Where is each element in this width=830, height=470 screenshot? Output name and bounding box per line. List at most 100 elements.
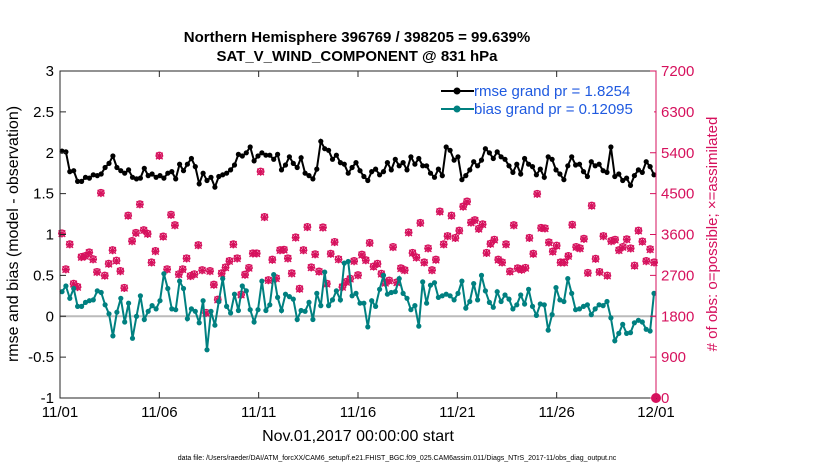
rmse-point xyxy=(380,169,387,175)
rmse-point xyxy=(365,177,371,184)
obs-assimilated-point xyxy=(280,246,288,254)
rmse-point xyxy=(310,176,316,182)
rmse-point xyxy=(416,155,422,162)
rmse-point xyxy=(129,174,136,180)
obs-assimilated-point xyxy=(163,265,172,274)
rmse-point xyxy=(533,172,540,178)
bias-point xyxy=(333,288,339,294)
bias-point xyxy=(557,297,563,303)
obs-assimilated-point xyxy=(447,211,456,220)
obs-assimilated-point xyxy=(256,167,265,176)
bias-point xyxy=(157,298,163,304)
rmse-point xyxy=(557,171,563,177)
bias-point xyxy=(102,302,108,308)
y2-axis-label: # of obs: o=possible; ×=assimilated xyxy=(704,117,721,352)
rmse-point xyxy=(384,160,390,166)
bias-point xyxy=(251,319,257,325)
rmse-point xyxy=(616,171,622,177)
obs-assimilated-point xyxy=(268,256,277,264)
y-tick-label: -0.5 xyxy=(28,349,54,366)
obs-assimilated-point xyxy=(69,280,78,288)
rmse-point xyxy=(329,156,336,162)
rmse-point xyxy=(220,172,226,178)
rmse-point xyxy=(239,153,245,159)
bias-point xyxy=(498,298,504,305)
obs-assimilated-point xyxy=(217,269,226,278)
bias-point xyxy=(565,276,571,282)
obs-assimilated-point xyxy=(607,237,616,246)
rmse-point xyxy=(545,154,551,160)
bias-point xyxy=(416,323,422,329)
bias-point xyxy=(533,312,540,318)
y-tick-label: 0.5 xyxy=(33,267,54,284)
bias-point xyxy=(627,330,634,336)
obs-assimilated-point xyxy=(603,271,612,280)
bias-point xyxy=(82,299,89,305)
obs-assimilated-point xyxy=(478,220,487,229)
rmse-point xyxy=(522,155,528,162)
rmse-point xyxy=(79,178,85,184)
bias-point xyxy=(204,347,210,353)
obs-assimilated-point xyxy=(365,239,374,248)
rmse-point xyxy=(635,167,642,173)
obs-assimilated-point xyxy=(260,213,269,222)
bias-point xyxy=(522,301,528,307)
rmse-point xyxy=(326,147,332,153)
obs-assimilated-point xyxy=(143,230,152,238)
rmse-point xyxy=(110,153,116,159)
obs-assimilated-point xyxy=(646,245,655,254)
rmse-point xyxy=(565,163,571,169)
obs-assimilated-point xyxy=(385,276,394,285)
rmse-point xyxy=(455,154,461,160)
obs-assimilated-point xyxy=(622,235,631,244)
bias-point xyxy=(471,281,477,287)
rmse-point xyxy=(82,174,89,180)
bias-point xyxy=(612,338,618,344)
rmse-point xyxy=(306,173,312,179)
bias-point xyxy=(588,312,594,318)
rmse-point xyxy=(133,176,140,182)
bias-point xyxy=(475,297,481,303)
obs-assimilated-point xyxy=(147,258,156,267)
bias-point xyxy=(451,297,457,303)
bias-point xyxy=(439,293,445,299)
rmse-point xyxy=(259,150,265,156)
rmse-point xyxy=(353,160,359,166)
rmse-point xyxy=(627,182,634,188)
obs-assimilated-point xyxy=(135,200,144,209)
obs-assimilated-point xyxy=(443,232,452,241)
rmse-point xyxy=(463,173,469,179)
obs-assimilated-point xyxy=(650,258,658,267)
bias-point xyxy=(247,307,253,313)
bias-series-line xyxy=(61,260,655,350)
obs-assimilated-point xyxy=(580,235,588,243)
obs-assimilated-point xyxy=(611,236,619,244)
obs-assimilated-point xyxy=(209,281,218,289)
bias-point xyxy=(90,297,96,303)
rmse-point xyxy=(361,173,367,180)
obs-assimilated-point xyxy=(299,246,308,255)
rmse-point xyxy=(639,169,645,175)
y2-tick-label: 900 xyxy=(661,349,686,366)
rmse-point xyxy=(153,174,159,180)
rmse-point xyxy=(149,171,155,177)
bias-point xyxy=(357,300,363,306)
rmse-point xyxy=(275,151,281,157)
rmse-point xyxy=(580,169,587,175)
rmse-point xyxy=(337,160,343,166)
bias-point xyxy=(177,278,183,284)
rmse-point xyxy=(192,164,198,170)
rmse-point xyxy=(349,164,355,171)
rmse-point xyxy=(251,158,257,164)
bias-point xyxy=(651,290,657,296)
rmse-point xyxy=(228,167,234,173)
obs-assimilated-point xyxy=(412,253,421,262)
bias-point xyxy=(169,306,175,312)
bias-point xyxy=(141,316,147,323)
obs-assimilated-point xyxy=(186,272,195,281)
rmse-point xyxy=(145,173,151,179)
rmse-point xyxy=(561,177,567,183)
rmse-point xyxy=(431,174,438,180)
bias-point xyxy=(494,289,500,295)
